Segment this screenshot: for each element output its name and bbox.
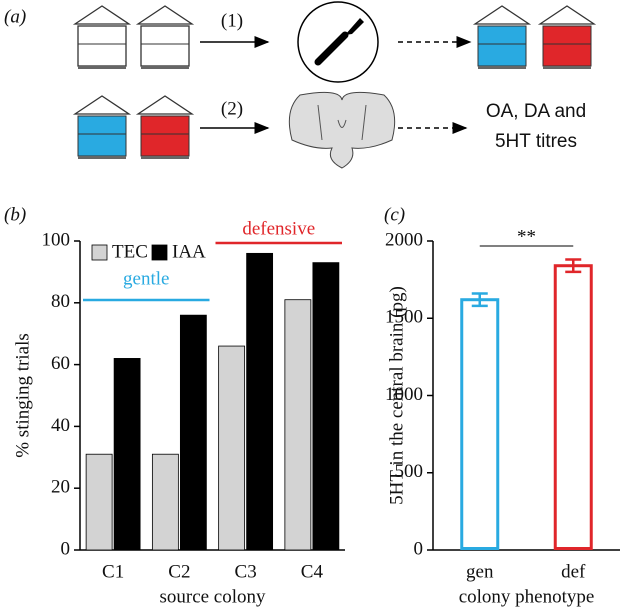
y-tick-label: 20 xyxy=(51,477,70,498)
bar xyxy=(85,453,113,551)
bar xyxy=(284,299,312,551)
step-label: (2) xyxy=(221,98,243,119)
x-axis-label: source colony xyxy=(159,586,266,607)
bar xyxy=(460,298,500,550)
y-tick-label: 500 xyxy=(395,461,424,482)
error-bar xyxy=(565,258,582,274)
y-tick-label: 1000 xyxy=(385,384,423,405)
y-tick-label: 1500 xyxy=(385,307,423,328)
legend-swatch xyxy=(91,244,108,261)
bar xyxy=(312,262,340,551)
y-tick-label: 0 xyxy=(61,538,71,559)
y-tick-label: 100 xyxy=(42,229,71,250)
y-axis-label: % stinging trials xyxy=(12,333,33,458)
x-tick-label: gen xyxy=(466,561,494,582)
result-text: 5HT titres xyxy=(495,131,577,152)
bar xyxy=(151,453,179,551)
annotation: ** xyxy=(517,226,536,247)
x-tick-label: def xyxy=(561,561,586,582)
y-tick-label: 0 xyxy=(414,538,424,559)
bar xyxy=(553,264,593,550)
bar xyxy=(218,345,246,551)
x-tick-label: C1 xyxy=(102,561,124,582)
panel-label: (a) xyxy=(4,6,26,27)
panel-label: (c) xyxy=(384,204,405,225)
y-tick-label: 60 xyxy=(51,353,70,374)
y-tick-label: 2000 xyxy=(385,229,423,250)
legend-label: IAA xyxy=(172,241,206,262)
y-tick-label: 80 xyxy=(51,291,70,312)
result-text: OA, DA and xyxy=(486,101,586,122)
y-tick-label: 40 xyxy=(51,415,70,436)
x-tick-label: C3 xyxy=(235,561,257,582)
x-tick-label: C2 xyxy=(168,561,190,582)
y-axis-label: 5HT in the central brain (pg) xyxy=(386,286,407,505)
bar xyxy=(246,252,274,551)
diagram: (1) (2) OA, DA and 5HT titres xyxy=(72,1,597,169)
annotation: gentle xyxy=(123,268,169,289)
bar xyxy=(179,314,207,551)
legend-label: TEC xyxy=(112,241,148,262)
x-axis-label: colony phenotype xyxy=(459,586,595,607)
x-tick-label: C4 xyxy=(301,561,324,582)
panel-label: (b) xyxy=(4,204,26,225)
annotation: defensive xyxy=(242,218,315,239)
step-label: (1) xyxy=(221,10,243,31)
bar xyxy=(113,358,141,551)
error-bar xyxy=(471,292,488,308)
legend-swatch xyxy=(151,244,168,261)
